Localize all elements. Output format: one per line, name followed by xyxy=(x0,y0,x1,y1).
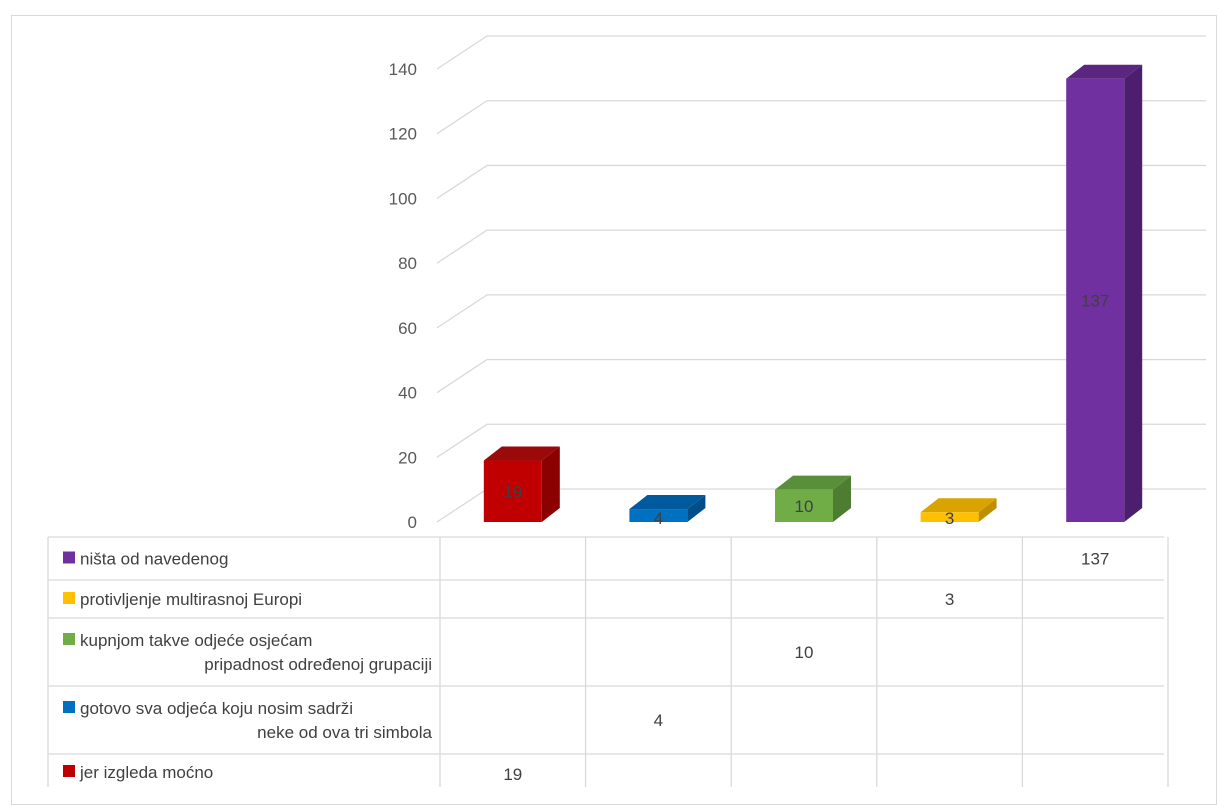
legend-key xyxy=(63,765,75,777)
bar-front xyxy=(920,512,979,522)
table-value: 3 xyxy=(945,590,954,609)
bar-front xyxy=(483,460,542,522)
gridline xyxy=(436,229,1206,264)
bar-data-label: 10 xyxy=(795,497,814,516)
data-table: ništa od navedenog 137 protivljenje multir… xyxy=(47,536,1169,787)
legend-entry-text: ništa od navedenog xyxy=(80,550,228,569)
bar xyxy=(1066,64,1143,522)
legend-entry-text: protivljenje multirasnoj Europi xyxy=(80,590,302,609)
gridline xyxy=(436,423,1206,458)
bar xyxy=(483,446,560,522)
y-tick-label: 120 xyxy=(389,125,417,144)
legend-key xyxy=(63,633,75,645)
bar-data-label: 19 xyxy=(503,482,522,501)
legend-entry-text: pripadnost određenoj grupaciji xyxy=(204,655,432,674)
bar-top xyxy=(920,498,997,513)
bar xyxy=(629,495,706,522)
grid-layer xyxy=(436,35,1206,523)
legend-key xyxy=(63,551,75,564)
bar-data-label: 4 xyxy=(654,509,663,528)
bar-side xyxy=(978,498,997,522)
bar-front xyxy=(775,489,833,522)
legend-key xyxy=(63,701,75,713)
gridline xyxy=(436,294,1206,329)
y-tick-label: 0 xyxy=(408,513,417,532)
y-axis-ticks: 0 20 40 60 80 100 120 140 xyxy=(389,60,417,532)
gridline xyxy=(436,164,1206,199)
table-value: 19 xyxy=(503,765,522,784)
legend-entry-text: kupnjom takve odjeće osjećam xyxy=(80,631,312,650)
table-value: 10 xyxy=(795,643,814,662)
gridline xyxy=(436,35,1206,70)
bar-data-label: 3 xyxy=(945,509,954,528)
bars-layer: 19 4 10 3 137 xyxy=(483,64,1143,528)
bar-side xyxy=(687,495,706,522)
bar-top xyxy=(1066,64,1143,79)
legend-key xyxy=(63,592,75,604)
y-tick-label: 80 xyxy=(398,254,417,273)
y-tick-label: 20 xyxy=(398,448,417,467)
bar-data-label: 137 xyxy=(1081,291,1109,310)
y-tick-label: 100 xyxy=(389,189,417,208)
bar xyxy=(775,475,851,522)
y-tick-label: 40 xyxy=(398,384,417,403)
table-value: 4 xyxy=(654,711,663,730)
bar-side xyxy=(1124,64,1143,522)
gridline xyxy=(436,100,1206,135)
bar-top xyxy=(483,446,560,461)
bar-top xyxy=(775,475,851,490)
bar-side xyxy=(541,446,560,522)
y-tick-label: 60 xyxy=(398,319,417,338)
bar-front xyxy=(1066,78,1125,522)
legend-entry-text: gotovo sva odjeća koju nosim sadrži xyxy=(80,699,353,718)
y-tick-label: 140 xyxy=(389,60,417,79)
bar xyxy=(920,498,997,522)
legend-entry-text: jer izgleda moćno xyxy=(79,763,213,782)
bar-front xyxy=(629,509,688,522)
chart: 19 4 10 3 137 0 20 40 60 80 100 120 140 ništa od na… xyxy=(47,35,1206,787)
bar-side xyxy=(833,475,851,522)
bar-top xyxy=(629,495,706,510)
table-value: 137 xyxy=(1081,550,1109,569)
gridline xyxy=(436,358,1206,394)
legend-entry-text: neke od ova tri simbola xyxy=(257,723,432,742)
